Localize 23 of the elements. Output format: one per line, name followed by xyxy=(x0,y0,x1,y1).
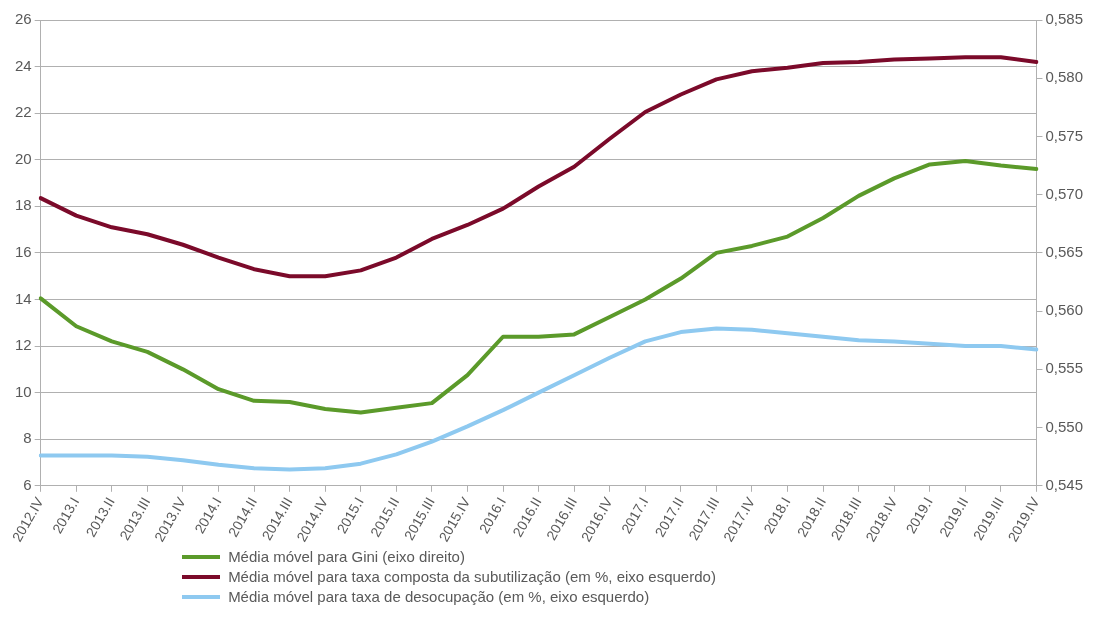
legend-label: Média móvel para taxa composta da subutilização (em %, eixo esquerdo) xyxy=(228,568,716,585)
y-tick-label: 24 xyxy=(15,56,32,74)
y2-tick-label: 0,565 xyxy=(1045,243,1084,261)
y2-tick-label: 0,575 xyxy=(1045,126,1084,144)
legend-label: Média móvel para taxa de desocupação (em %, eixo esquerdo) xyxy=(228,588,650,605)
y2-tick-label: 0,555 xyxy=(1045,359,1084,377)
y-tick-label: 16 xyxy=(15,243,32,261)
legend-label: Média móvel para Gini (eixo direito) xyxy=(228,548,465,565)
y2-tick-label: 0,545 xyxy=(1045,475,1084,493)
y-tick-label: 6 xyxy=(23,475,32,493)
y-tick-label: 8 xyxy=(23,429,32,447)
y-tick-label: 10 xyxy=(15,382,32,400)
y-tick-label: 20 xyxy=(15,149,32,167)
y-tick-label: 26 xyxy=(15,10,32,28)
y2-tick-label: 0,560 xyxy=(1045,301,1084,319)
y2-tick-label: 0,550 xyxy=(1045,417,1084,435)
y-tick-label: 14 xyxy=(15,289,32,307)
y-tick-label: 18 xyxy=(15,196,32,214)
y-tick-label: 22 xyxy=(15,103,32,121)
y2-tick-label: 0,585 xyxy=(1045,10,1084,28)
y2-tick-label: 0,570 xyxy=(1045,184,1084,202)
y-tick-label: 12 xyxy=(15,336,32,354)
y2-tick-label: 0,580 xyxy=(1045,68,1084,86)
